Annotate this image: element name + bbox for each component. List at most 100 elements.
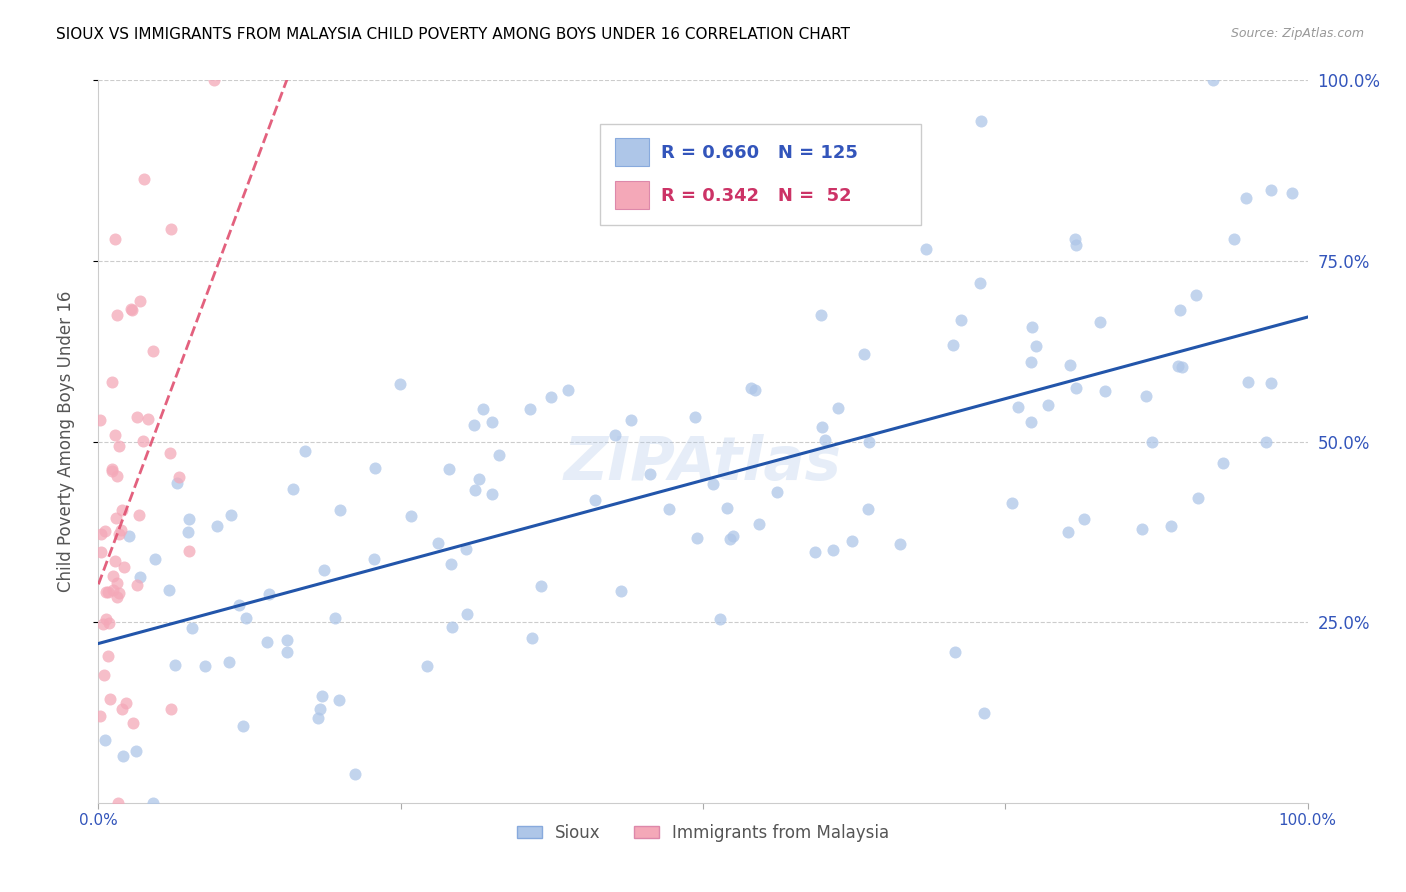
Point <box>481 487 503 501</box>
Point <box>540 390 562 404</box>
Point <box>1171 360 1194 375</box>
Point <box>1073 511 1095 525</box>
Point <box>858 434 880 449</box>
Point <box>89 413 111 427</box>
Point <box>943 644 966 658</box>
Point <box>814 433 837 447</box>
Point <box>127 578 149 592</box>
Point <box>228 599 250 613</box>
Point <box>94 733 117 747</box>
Point <box>105 308 128 322</box>
Point <box>748 517 770 532</box>
Point <box>120 301 142 316</box>
Point <box>520 631 543 645</box>
Point <box>463 417 485 432</box>
Point <box>1036 398 1059 412</box>
Point <box>942 337 965 351</box>
Point <box>973 706 995 721</box>
Text: Source: ZipAtlas.com: Source: ZipAtlas.com <box>1230 27 1364 40</box>
Point <box>471 402 494 417</box>
Point <box>134 172 156 186</box>
Point <box>437 462 460 476</box>
FancyBboxPatch shape <box>614 138 648 166</box>
Point <box>1057 525 1080 540</box>
Point <box>100 375 122 389</box>
Point <box>467 472 489 486</box>
Point <box>766 484 789 499</box>
Point <box>128 508 150 522</box>
Legend: Sioux, Immigrants from Malaysia: Sioux, Immigrants from Malaysia <box>510 817 896 848</box>
Point <box>294 444 316 458</box>
Point <box>177 512 200 526</box>
Point <box>853 347 876 361</box>
Point <box>605 427 627 442</box>
Point <box>1021 320 1043 334</box>
Point <box>1063 232 1085 246</box>
Point <box>112 559 135 574</box>
Point <box>97 648 120 663</box>
Text: SIOUX VS IMMIGRANTS FROM MALAYSIA CHILD POVERTY AMONG BOYS UNDER 16 CORRELATION : SIOUX VS IMMIGRANTS FROM MALAYSIA CHILD … <box>56 27 851 42</box>
Point <box>90 545 112 559</box>
Point <box>118 529 141 543</box>
Point <box>1160 518 1182 533</box>
Point <box>1237 376 1260 390</box>
Point <box>1212 456 1234 470</box>
Point <box>177 524 200 539</box>
Point <box>609 584 631 599</box>
Point <box>811 419 834 434</box>
Point <box>583 493 606 508</box>
Point <box>307 711 329 725</box>
Point <box>157 583 180 598</box>
Point <box>744 383 766 397</box>
Point <box>107 796 129 810</box>
Point <box>1167 359 1189 374</box>
Point <box>166 476 188 491</box>
Point <box>530 579 553 593</box>
Point <box>709 611 731 625</box>
Point <box>121 716 143 731</box>
Point <box>1064 381 1087 395</box>
Point <box>97 584 120 599</box>
Point <box>169 470 191 484</box>
Point <box>94 524 117 539</box>
Point <box>856 501 879 516</box>
Point <box>101 568 124 582</box>
Point <box>1090 315 1112 329</box>
Y-axis label: Child Poverty Among Boys Under 16: Child Poverty Among Boys Under 16 <box>56 291 75 592</box>
Point <box>1130 522 1153 536</box>
Point <box>325 611 347 625</box>
Point <box>105 469 128 483</box>
Point <box>96 612 118 626</box>
Point <box>232 719 254 733</box>
Point <box>1025 339 1047 353</box>
Point <box>328 692 350 706</box>
Point <box>111 503 134 517</box>
Point <box>1254 435 1277 450</box>
Point <box>98 692 121 706</box>
Point <box>276 633 298 648</box>
Point <box>121 303 143 318</box>
Point <box>720 532 742 546</box>
Point <box>165 657 187 672</box>
Point <box>456 607 478 622</box>
Point <box>364 461 387 475</box>
Point <box>914 242 936 256</box>
Point <box>1260 183 1282 197</box>
Point <box>256 635 278 649</box>
Point <box>177 543 200 558</box>
Point <box>810 308 832 322</box>
Point <box>1001 495 1024 509</box>
Point <box>427 536 450 550</box>
Point <box>716 500 738 515</box>
Point <box>803 545 825 559</box>
Point <box>1281 186 1303 200</box>
Text: ZIPAtlas: ZIPAtlas <box>564 434 842 492</box>
Point <box>519 402 541 417</box>
Point <box>329 503 352 517</box>
Point <box>202 73 225 87</box>
Point <box>159 446 181 460</box>
Point <box>949 313 972 327</box>
Point <box>110 524 132 538</box>
Point <box>129 569 152 583</box>
Point <box>1094 384 1116 398</box>
